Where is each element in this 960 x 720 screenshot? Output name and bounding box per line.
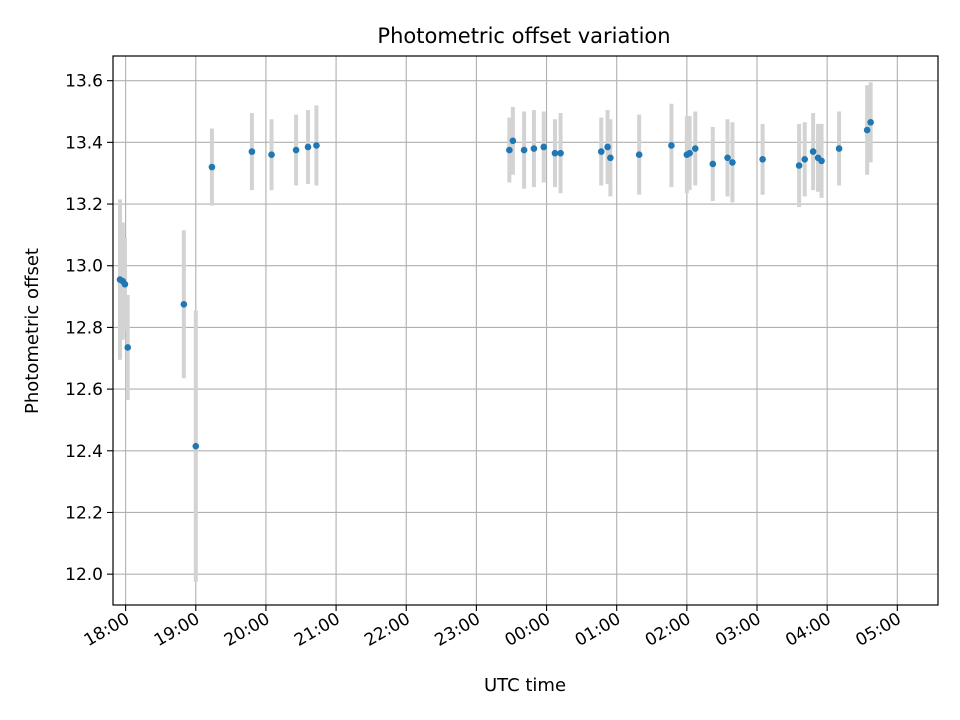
data-point [506, 146, 513, 154]
data-point [607, 154, 614, 162]
data-point [124, 344, 132, 351]
y-axis: 12.0 12.2 12.4 12.6 12.8 13.0 13.2 13.4 13.6 [65, 72, 113, 585]
data-point [635, 151, 643, 158]
y-tick-label: 13.2 [65, 195, 103, 215]
data-point [724, 154, 731, 162]
y-tick-label: 12.2 [65, 503, 103, 523]
data-point [867, 119, 874, 126]
plot-frame [112, 55, 939, 606]
data-point [520, 146, 528, 154]
y-tick-label: 12.0 [65, 565, 103, 585]
data-point [292, 146, 300, 154]
data-point [121, 280, 129, 288]
y-tick-label: 12.6 [65, 380, 103, 400]
data-point [551, 149, 559, 157]
data-point [208, 163, 216, 171]
y-axis-label: Photometric offset [22, 248, 43, 414]
chart-title: Photometric offset variation [377, 24, 670, 48]
data-point [863, 126, 871, 134]
data-point [818, 157, 825, 165]
data-point [668, 142, 675, 149]
data-point [597, 148, 605, 155]
data-point [809, 148, 817, 155]
data-point [509, 137, 517, 145]
data-point [530, 145, 538, 152]
data-point [268, 151, 275, 158]
x-axis-label: UTC time [484, 675, 566, 696]
y-tick-label: 12.8 [65, 318, 103, 338]
data-point [686, 149, 693, 157]
data-point [729, 159, 736, 166]
data-point [759, 156, 766, 163]
y-tick-label: 12.4 [65, 442, 103, 462]
data-point [304, 143, 312, 151]
data-point [801, 156, 809, 163]
data-point [192, 442, 200, 450]
data-point [557, 149, 564, 157]
y-tick-label: 13.6 [65, 72, 103, 92]
data-point [835, 145, 843, 152]
data-point [604, 143, 611, 151]
data-point [540, 143, 548, 151]
grid [113, 56, 938, 605]
data-point [313, 142, 320, 149]
data-points [116, 119, 874, 450]
y-tick-label: 13.0 [65, 257, 103, 277]
data-point [180, 300, 188, 308]
data-point [795, 162, 803, 169]
data-point [248, 148, 256, 155]
y-tick-label: 13.4 [65, 133, 103, 153]
data-point [709, 160, 717, 168]
data-point [691, 145, 699, 152]
